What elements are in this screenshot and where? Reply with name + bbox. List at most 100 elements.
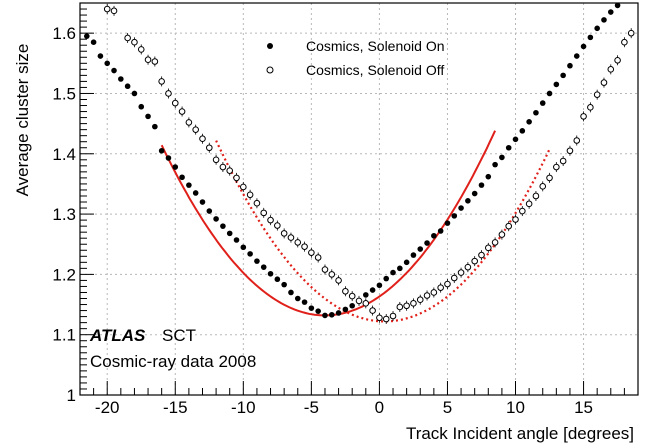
point-solenoid-off — [546, 174, 553, 182]
point-solenoid-on — [138, 103, 145, 110]
x-tick-label: 0 — [375, 398, 384, 417]
point-solenoid-off — [607, 66, 615, 73]
point-solenoid-on — [213, 216, 219, 222]
point-solenoid-off — [342, 287, 349, 295]
point-solenoid-off — [505, 222, 513, 230]
point-solenoid-on — [90, 39, 97, 45]
point-solenoid-off — [314, 254, 322, 261]
point-solenoid-on — [539, 100, 546, 106]
point-solenoid-on — [587, 34, 594, 41]
point-solenoid-on — [308, 305, 315, 311]
point-solenoid-off — [246, 191, 254, 199]
point-solenoid-on — [567, 62, 573, 69]
point-solenoid-off — [464, 263, 472, 271]
point-solenoid-off — [308, 249, 315, 256]
point-solenoid-on — [260, 264, 267, 270]
point-solenoid-on — [431, 232, 437, 239]
point-solenoid-on — [390, 269, 396, 276]
point-solenoid-on — [84, 33, 90, 39]
point-solenoid-off — [600, 79, 608, 86]
x-tick-label: -20 — [95, 398, 120, 417]
point-solenoid-on — [145, 113, 151, 120]
point-solenoid-on — [519, 128, 526, 134]
point-solenoid-off — [219, 163, 227, 171]
point-solenoid-off — [110, 7, 118, 15]
point-solenoid-on — [526, 119, 532, 125]
legend-marker-solenoid-off — [266, 66, 274, 74]
point-solenoid-off — [525, 200, 533, 208]
point-solenoid-on — [410, 252, 417, 258]
point-solenoid-off — [260, 209, 268, 217]
point-solenoid-on — [376, 282, 383, 289]
point-solenoid-on — [560, 72, 566, 79]
point-solenoid-on — [206, 208, 213, 214]
point-solenoid-on — [301, 299, 308, 305]
point-solenoid-off — [192, 126, 199, 133]
point-solenoid-off — [382, 315, 390, 323]
point-solenoid-off — [627, 29, 635, 37]
point-solenoid-on — [247, 251, 253, 257]
point-solenoid-off — [621, 38, 628, 46]
point-solenoid-on — [294, 295, 301, 302]
point-solenoid-off — [437, 284, 444, 291]
point-solenoid-on — [220, 223, 226, 229]
legend: Cosmics, Solenoid On Cosmics, Solenoid O… — [266, 38, 445, 78]
point-solenoid-on — [363, 292, 369, 298]
point-solenoid-on — [499, 154, 505, 161]
legend-marker-solenoid-on — [267, 43, 273, 49]
point-solenoid-on — [417, 246, 424, 252]
point-solenoid-on — [505, 144, 512, 151]
point-solenoid-on — [424, 240, 430, 246]
point-solenoid-off — [328, 271, 336, 278]
point-solenoid-on — [553, 81, 560, 88]
point-solenoid-on — [172, 164, 179, 170]
point-solenoid-off — [614, 56, 621, 64]
point-solenoid-off — [294, 239, 302, 246]
point-solenoid-on — [444, 220, 451, 226]
dataset-label: Cosmic-ray data 2008 — [90, 352, 256, 371]
point-solenoid-off — [226, 167, 234, 174]
point-solenoid-off — [471, 257, 478, 265]
point-solenoid-off — [137, 46, 145, 53]
y-axis-title: Average cluster size — [13, 44, 32, 197]
point-solenoid-off — [131, 38, 138, 46]
point-solenoid-off — [348, 292, 356, 300]
point-solenoid-off — [165, 90, 172, 97]
point-solenoid-off — [553, 163, 560, 171]
point-solenoid-on — [281, 281, 287, 288]
x-tick-label: 15 — [574, 398, 593, 417]
x-tick-label: -5 — [304, 398, 319, 417]
point-solenoid-off — [532, 192, 540, 200]
point-solenoid-on — [111, 67, 117, 74]
point-solenoid-on — [614, 2, 621, 9]
grid — [80, 3, 638, 396]
point-solenoid-off — [199, 135, 206, 142]
point-solenoid-off — [519, 207, 526, 215]
point-solenoid-off — [444, 280, 451, 288]
y-tick-label: 1.1 — [52, 326, 76, 345]
x-tick-label: -10 — [231, 398, 256, 417]
point-solenoid-off — [410, 300, 417, 307]
point-solenoid-off — [274, 222, 281, 229]
y-tick-label: 1 — [67, 386, 76, 405]
point-solenoid-off — [151, 58, 159, 65]
point-solenoid-on — [492, 161, 498, 168]
point-solenoid-off — [212, 156, 220, 164]
point-solenoid-off — [389, 312, 397, 320]
point-solenoid-on — [288, 289, 294, 296]
point-solenoid-on — [369, 287, 376, 293]
fit-curve-solenoid-off — [215, 140, 551, 323]
point-solenoid-off — [205, 144, 213, 152]
data-points — [84, 2, 635, 325]
point-solenoid-off — [103, 5, 111, 13]
point-solenoid-on — [322, 312, 328, 319]
x-tick-label: -15 — [163, 398, 188, 417]
point-solenoid-on — [186, 182, 192, 188]
legend-label-solenoid-off: Cosmics, Solenoid Off — [306, 62, 444, 78]
point-solenoid-off — [573, 137, 581, 144]
point-solenoid-on — [152, 123, 158, 130]
annotation: ATLAS SCT Cosmic-ray data 2008 — [89, 326, 256, 371]
y-tick-label: 1.2 — [52, 265, 76, 284]
point-solenoid-off — [280, 230, 288, 237]
